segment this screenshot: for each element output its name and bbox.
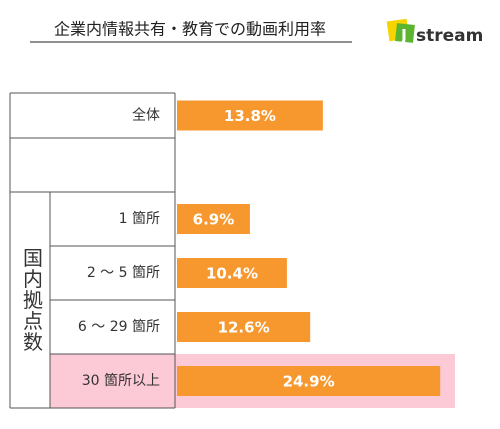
group-label: 国内拠点数 <box>20 248 44 353</box>
bar <box>177 204 250 234</box>
logo-text: stream <box>416 26 483 46</box>
value-label: 10.4% <box>206 265 258 283</box>
value-label: 13.8% <box>224 107 276 125</box>
bar <box>177 366 441 396</box>
bar <box>177 312 311 342</box>
category-label: 2 ～ 5 箇所 <box>87 264 160 281</box>
logo: J stream <box>386 18 483 46</box>
chart-title: 企業内情報共有・教育での動画利用率 <box>54 20 326 39</box>
bar <box>177 258 287 288</box>
value-label: 6.9% <box>193 211 235 229</box>
category-label: 6 ～ 29 箇所 <box>78 318 160 335</box>
value-label: 24.9% <box>283 373 335 391</box>
category-label: 1 箇所 <box>119 210 160 227</box>
category-label: 30 箇所以上 <box>82 372 160 389</box>
logo-mark <box>395 23 415 43</box>
logo-j: J <box>400 26 407 45</box>
value-label: 12.6% <box>218 319 270 337</box>
bar <box>177 100 323 131</box>
category-label: 全体 <box>132 107 160 124</box>
